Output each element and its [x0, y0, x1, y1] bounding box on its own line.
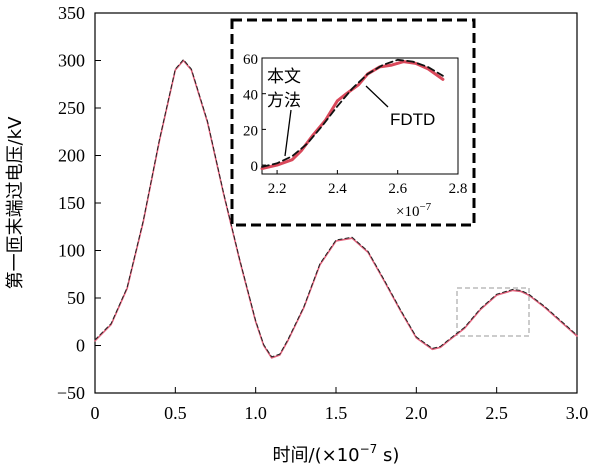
annotation-method-line2: 方法	[267, 91, 301, 111]
main-x-tick-label: 2.5	[485, 403, 508, 423]
inset-y-tick-label: 0	[251, 159, 259, 175]
y-axis-label: 第一匝末端过电压/kV	[5, 116, 26, 289]
main-x-tick-label: 1.0	[244, 403, 267, 423]
inset-x-multiplier-exponent: −7	[419, 201, 431, 213]
inset-x-tick-label: 2.8	[449, 181, 468, 197]
inset-y-tick-label: 60	[243, 52, 258, 68]
main-series-fdtd-line	[94, 59, 578, 358]
main-series	[94, 59, 578, 359]
main-x-tick-label: 0.5	[164, 403, 187, 423]
inset-series-fdtd-line	[261, 58, 444, 168]
main-y-tick-label: 350	[58, 3, 85, 23]
main-x-tick-label: 2.0	[405, 403, 428, 423]
x-axis-label: 时间/(×10−7 s)	[273, 442, 400, 466]
main-x-tick-label: 0	[91, 403, 100, 423]
annotation-fdtd-label: FDTD	[390, 110, 435, 129]
main-x-ticks: 0 0.5 1.0 1.5 2.0 2.5 3.0	[91, 387, 589, 423]
main-y-tick-label: 200	[58, 146, 85, 166]
main-x-tick-label: 1.5	[325, 403, 348, 423]
inset-y-tick-label: 20	[243, 123, 258, 139]
annotation-method-arrow	[284, 109, 292, 157]
inset-x-multiplier: ×10−7	[396, 201, 432, 220]
inset-y-ticks: 0 20 40 60	[243, 52, 266, 175]
main-x-tick-label: 3.0	[566, 403, 589, 423]
annotation-fdtd-arrow	[365, 85, 389, 108]
main-y-tick-label: 0	[76, 336, 85, 356]
inset-series	[260, 58, 445, 171]
inset-x-multiplier-main: ×10	[396, 204, 419, 220]
main-series-method-line	[94, 59, 578, 359]
zoom-region-box	[456, 287, 530, 337]
inset-x-ticks: 2.2 2.4 2.6 2.8	[268, 170, 468, 197]
inset-x-tick-label: 2.2	[268, 181, 287, 197]
main-y-tick-label: 250	[58, 98, 85, 118]
main-y-tick-label: 300	[58, 51, 85, 71]
x-axis-label-main: 时间/(×10	[273, 445, 360, 466]
main-y-ticks: −50 0 50 100 150 200 250 300 350	[57, 3, 101, 403]
inset-x-tick-label: 2.6	[388, 181, 407, 197]
main-y-tick-label: 150	[58, 193, 85, 213]
inset-frame	[230, 18, 476, 227]
annotation-method-line1: 本文	[267, 67, 301, 87]
main-y-tick-label: 100	[58, 241, 85, 261]
main-y-tick-label: 50	[67, 288, 85, 308]
x-axis-label-exponent: −7	[360, 442, 378, 456]
inset-x-tick-label: 2.4	[328, 181, 347, 197]
inset-y-tick-label: 40	[243, 88, 258, 104]
inset-plot-area	[261, 57, 459, 175]
x-axis-label-tail: s)	[377, 445, 399, 466]
main-y-tick-label: −50	[57, 383, 85, 403]
